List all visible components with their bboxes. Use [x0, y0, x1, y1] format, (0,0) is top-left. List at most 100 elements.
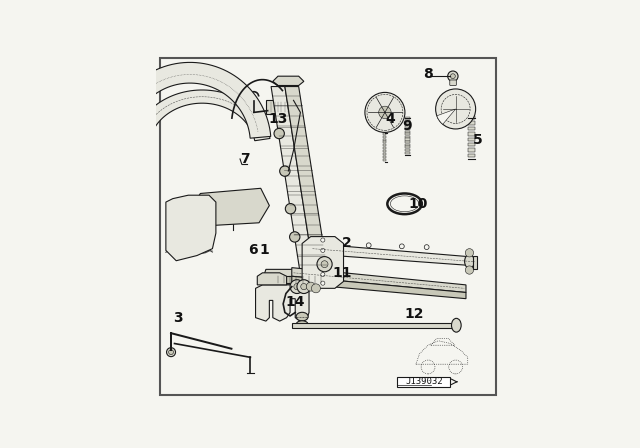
Text: 1: 1 — [259, 243, 269, 258]
Polygon shape — [302, 237, 344, 289]
Circle shape — [321, 261, 328, 267]
Circle shape — [379, 106, 391, 119]
Circle shape — [280, 166, 290, 177]
Circle shape — [168, 350, 173, 354]
Bar — [468, 127, 476, 130]
Polygon shape — [273, 76, 304, 86]
Polygon shape — [285, 86, 328, 275]
Bar — [473, 255, 477, 269]
Polygon shape — [311, 244, 476, 266]
Bar — [468, 148, 476, 152]
Bar — [405, 128, 410, 130]
Text: 9: 9 — [403, 119, 412, 133]
Circle shape — [301, 284, 307, 290]
Circle shape — [274, 129, 284, 139]
Circle shape — [448, 71, 458, 82]
Circle shape — [289, 232, 300, 242]
Ellipse shape — [465, 254, 474, 268]
Polygon shape — [190, 188, 269, 226]
Circle shape — [365, 92, 405, 133]
Circle shape — [321, 260, 325, 264]
Circle shape — [166, 348, 175, 357]
Circle shape — [465, 266, 474, 274]
Bar — [383, 144, 387, 146]
Polygon shape — [109, 62, 271, 138]
Circle shape — [285, 203, 296, 214]
Circle shape — [290, 280, 304, 293]
Circle shape — [297, 280, 311, 293]
Circle shape — [399, 244, 404, 249]
Bar — [405, 144, 410, 146]
Circle shape — [321, 272, 325, 276]
Polygon shape — [271, 86, 314, 275]
Wedge shape — [437, 109, 456, 124]
Polygon shape — [262, 269, 335, 285]
Polygon shape — [292, 323, 456, 328]
Bar — [397, 377, 451, 387]
Circle shape — [321, 281, 325, 285]
Bar — [405, 117, 410, 119]
Polygon shape — [166, 195, 216, 261]
Text: 8: 8 — [423, 68, 433, 82]
Ellipse shape — [390, 196, 419, 212]
Bar — [468, 138, 476, 141]
Bar — [405, 123, 410, 125]
Ellipse shape — [451, 319, 461, 332]
Circle shape — [317, 257, 332, 272]
Bar — [383, 156, 387, 158]
Ellipse shape — [296, 321, 308, 328]
Text: 2: 2 — [342, 237, 352, 250]
Bar — [468, 121, 476, 125]
Text: 10: 10 — [408, 197, 428, 211]
Text: 11: 11 — [332, 266, 351, 280]
Text: 7: 7 — [240, 152, 250, 166]
Bar — [383, 153, 387, 155]
Circle shape — [321, 248, 325, 253]
Circle shape — [307, 282, 316, 291]
FancyBboxPatch shape — [266, 100, 295, 114]
Circle shape — [366, 243, 371, 248]
Bar — [383, 150, 387, 152]
Circle shape — [294, 284, 300, 290]
Circle shape — [451, 74, 455, 78]
Text: J139032: J139032 — [405, 377, 443, 386]
Polygon shape — [134, 90, 270, 141]
Bar — [405, 138, 410, 141]
Bar — [405, 152, 410, 154]
Bar — [405, 120, 410, 122]
Polygon shape — [257, 273, 287, 285]
Bar — [383, 136, 387, 138]
Bar — [468, 143, 476, 146]
Circle shape — [312, 284, 321, 293]
Bar — [383, 147, 387, 149]
Text: 14: 14 — [285, 295, 305, 309]
Bar — [468, 132, 476, 136]
Polygon shape — [255, 285, 309, 321]
Text: 3: 3 — [173, 310, 183, 325]
Bar — [468, 116, 476, 119]
Circle shape — [436, 89, 476, 129]
Bar — [383, 133, 387, 135]
Bar — [405, 130, 410, 133]
Bar — [383, 142, 387, 143]
Circle shape — [321, 238, 325, 242]
Bar — [405, 136, 410, 138]
Polygon shape — [275, 276, 324, 283]
Bar — [405, 133, 410, 135]
Bar — [468, 154, 476, 157]
Bar — [383, 159, 387, 161]
Bar — [405, 146, 410, 148]
Bar — [405, 149, 410, 151]
Text: 6: 6 — [248, 243, 258, 258]
FancyBboxPatch shape — [450, 80, 456, 86]
Text: 4: 4 — [385, 112, 395, 126]
Bar — [405, 141, 410, 143]
Polygon shape — [292, 267, 466, 293]
Text: 13: 13 — [268, 112, 287, 126]
Circle shape — [465, 249, 474, 257]
Ellipse shape — [296, 312, 308, 321]
Bar — [405, 125, 410, 127]
Text: 12: 12 — [404, 307, 424, 321]
Circle shape — [424, 245, 429, 250]
Bar — [383, 138, 387, 141]
